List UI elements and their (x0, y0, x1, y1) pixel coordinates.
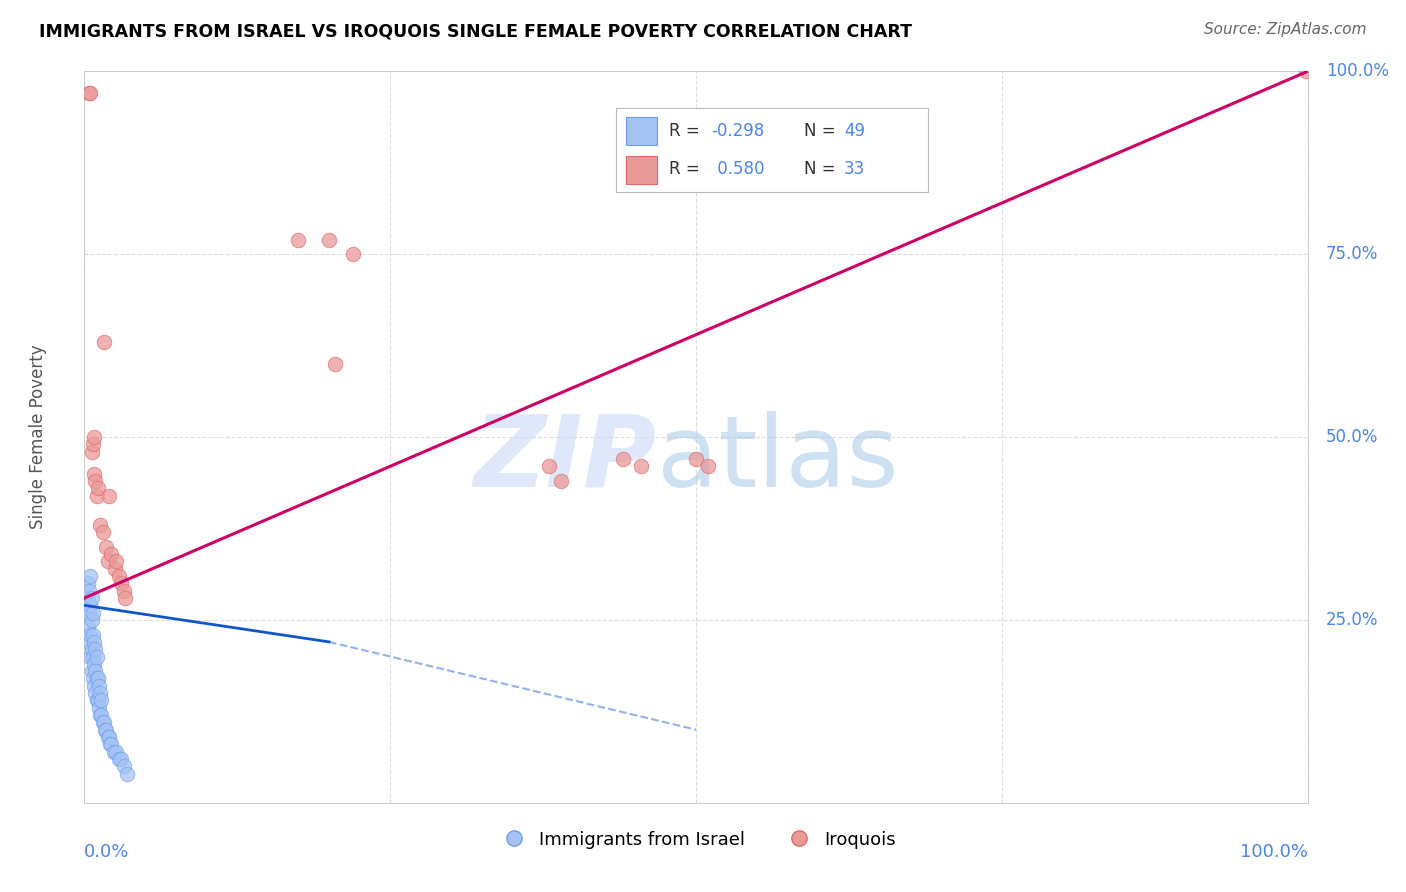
Point (697, 459, 720, 474)
Point (82, 649, 104, 664)
Point (83, 657, 105, 671)
Point (80, 613, 103, 627)
Point (93, 334, 115, 349)
Text: Source: ZipAtlas.com: Source: ZipAtlas.com (1204, 22, 1367, 37)
Text: 75.0%: 75.0% (1326, 245, 1378, 263)
Point (107, 752, 129, 766)
Point (107, 569, 129, 583)
Point (323, 357, 346, 371)
Point (91, 525, 114, 540)
Point (89, 517, 111, 532)
Point (89, 686, 111, 700)
Point (86, 649, 108, 664)
Point (538, 459, 561, 474)
Text: 100.0%: 100.0% (1240, 843, 1308, 861)
Point (97, 730, 120, 744)
Point (77, 87, 100, 101)
Point (77, 635, 100, 649)
Point (83, 467, 105, 481)
Point (83, 679, 105, 693)
Point (87, 693, 110, 707)
Text: 50.0%: 50.0% (1326, 428, 1378, 446)
Point (86, 489, 108, 503)
Point (80, 642, 103, 657)
Point (79, 627, 101, 641)
Point (96, 723, 118, 737)
Point (94, 723, 117, 737)
Point (77, 606, 100, 620)
Point (97, 489, 120, 503)
Text: IMMIGRANTS FROM ISRAEL VS IROQUOIS SINGLE FEMALE POVERTY CORRELATION CHART: IMMIGRANTS FROM ISRAEL VS IROQUOIS SINGL… (39, 22, 912, 40)
Point (287, 233, 309, 247)
Point (96, 540, 118, 554)
Point (630, 459, 652, 474)
Text: 0.0%: 0.0% (84, 843, 129, 861)
Text: ZIP: ZIP (474, 410, 657, 508)
Point (105, 554, 128, 568)
Point (76, 591, 98, 605)
Point (82, 672, 104, 686)
Text: 25.0%: 25.0% (1326, 611, 1378, 629)
Point (105, 745, 128, 759)
Point (82, 437, 104, 451)
Point (84, 686, 107, 700)
Point (100, 547, 122, 561)
Point (82, 627, 104, 641)
Point (80, 591, 103, 605)
Point (115, 766, 138, 780)
Point (79, 599, 101, 613)
Point (82, 606, 104, 620)
Point (89, 708, 111, 723)
Point (90, 693, 112, 707)
Point (84, 664, 107, 678)
Point (77, 583, 100, 598)
Point (550, 474, 572, 488)
Point (97, 730, 120, 744)
Point (80, 664, 103, 678)
Point (110, 752, 132, 766)
Point (114, 591, 136, 605)
Point (83, 430, 105, 444)
Point (84, 474, 107, 488)
Point (342, 247, 364, 261)
Point (1295, 64, 1317, 78)
Point (318, 233, 340, 247)
Point (98, 737, 121, 751)
Text: Single Female Poverty: Single Female Poverty (30, 345, 46, 529)
Point (93, 715, 115, 730)
Point (103, 745, 125, 759)
Text: 100.0%: 100.0% (1326, 62, 1389, 80)
Point (84, 642, 107, 657)
Point (77, 576, 100, 591)
Point (87, 481, 110, 495)
Point (685, 452, 707, 467)
Point (86, 672, 108, 686)
Point (91, 715, 114, 730)
Point (87, 672, 110, 686)
Point (97, 554, 120, 568)
Point (87, 679, 110, 693)
Point (79, 87, 101, 101)
Legend: Immigrants from Israel, Iroquois: Immigrants from Israel, Iroquois (488, 823, 904, 856)
Point (612, 452, 634, 467)
Point (79, 649, 101, 664)
Point (79, 569, 101, 583)
Point (87, 700, 110, 714)
Point (90, 708, 112, 723)
Point (112, 759, 135, 773)
Point (86, 693, 108, 707)
Point (100, 737, 122, 751)
Point (110, 576, 132, 591)
Point (112, 583, 135, 598)
Point (77, 620, 100, 634)
Point (104, 562, 127, 576)
Text: atlas: atlas (657, 410, 898, 508)
Point (80, 444, 103, 458)
Point (83, 635, 105, 649)
